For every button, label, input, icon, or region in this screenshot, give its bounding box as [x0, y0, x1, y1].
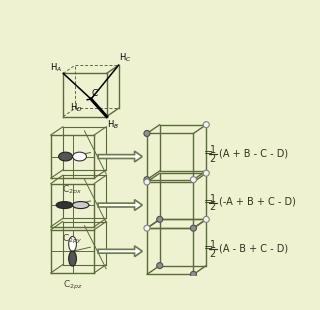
- Text: 2: 2: [210, 202, 216, 212]
- Ellipse shape: [72, 202, 89, 209]
- Ellipse shape: [73, 152, 86, 161]
- Circle shape: [190, 225, 196, 231]
- Circle shape: [203, 122, 209, 128]
- Circle shape: [144, 225, 150, 231]
- Circle shape: [144, 177, 150, 183]
- Circle shape: [157, 263, 163, 268]
- Text: H$_B$: H$_B$: [108, 118, 119, 131]
- Circle shape: [157, 216, 163, 222]
- Circle shape: [190, 271, 196, 277]
- Circle shape: [190, 177, 196, 183]
- Text: H$_A$: H$_A$: [50, 62, 62, 74]
- Ellipse shape: [56, 202, 73, 209]
- Text: =: =: [204, 148, 214, 158]
- Circle shape: [203, 170, 209, 176]
- Polygon shape: [98, 151, 142, 162]
- Text: 1: 1: [210, 240, 216, 250]
- Text: 2: 2: [210, 154, 216, 164]
- Text: C$_{2pz}$: C$_{2pz}$: [63, 279, 83, 292]
- Text: 2: 2: [210, 249, 216, 259]
- Text: =: =: [204, 243, 214, 253]
- Text: C: C: [92, 89, 98, 98]
- Ellipse shape: [69, 237, 76, 251]
- Text: 1: 1: [210, 145, 216, 155]
- Polygon shape: [98, 200, 142, 210]
- Ellipse shape: [69, 251, 76, 266]
- Circle shape: [144, 131, 150, 136]
- Text: C$_{2py}$: C$_{2py}$: [62, 233, 83, 246]
- Text: (A + B - C - D): (A + B - C - D): [219, 148, 288, 158]
- Text: H$_C$: H$_C$: [119, 52, 132, 64]
- Circle shape: [144, 179, 150, 185]
- Text: C$_{2px}$: C$_{2px}$: [62, 184, 83, 197]
- Polygon shape: [98, 246, 142, 257]
- Text: 1: 1: [210, 194, 216, 204]
- Text: (-A + B + C - D): (-A + B + C - D): [219, 197, 296, 207]
- Circle shape: [203, 216, 209, 222]
- Ellipse shape: [59, 152, 72, 161]
- Text: =: =: [204, 197, 214, 207]
- Text: H$_D$: H$_D$: [70, 102, 82, 114]
- Text: (A - B + C - D): (A - B + C - D): [219, 243, 288, 253]
